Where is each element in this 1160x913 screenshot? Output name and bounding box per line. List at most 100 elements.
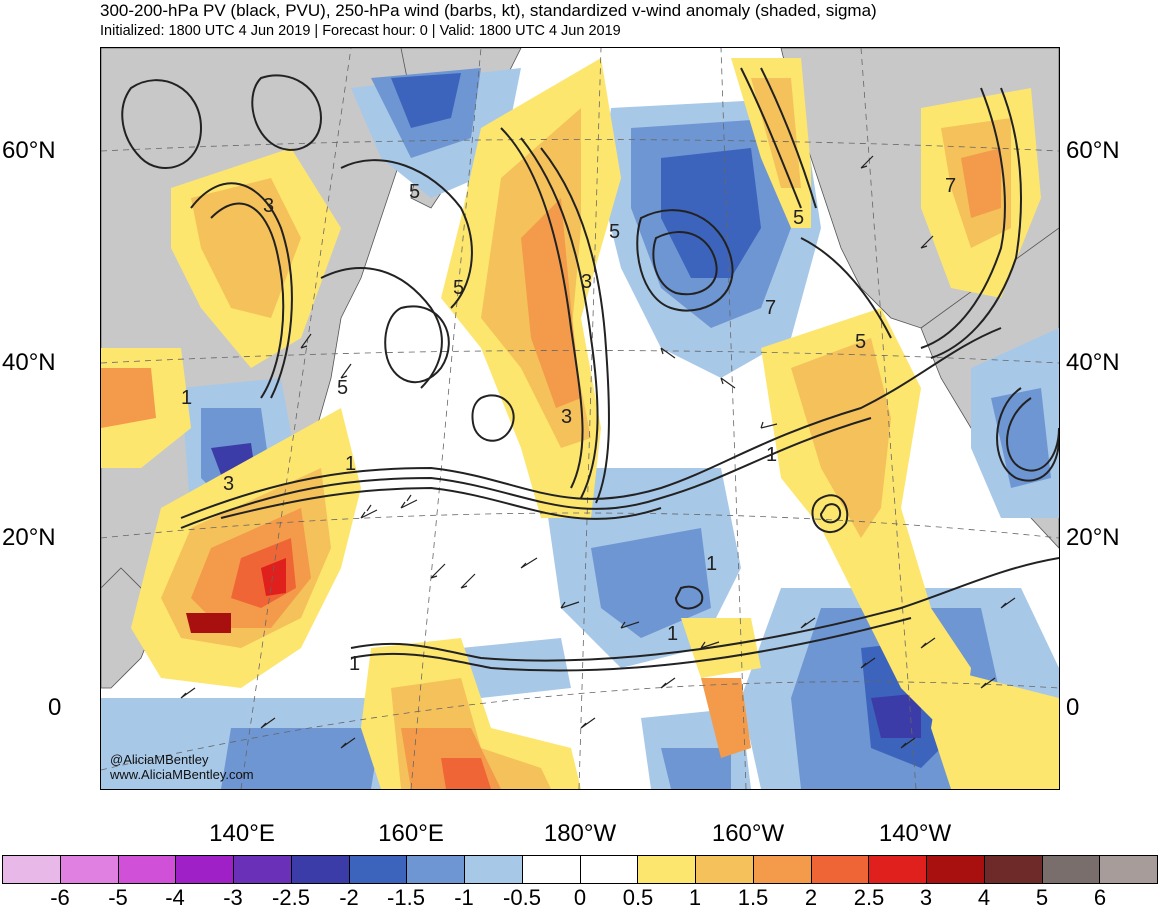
parallel: [101, 139, 1059, 152]
contour-label: 5: [337, 377, 348, 399]
wind-barb: [580, 717, 596, 729]
pv-contour: [210, 202, 285, 399]
contour-label: 1: [349, 653, 360, 675]
meridian: [240, 48, 352, 789]
contour-label: 3: [223, 473, 234, 495]
wind-barb: [180, 687, 196, 699]
pv-contour: [930, 87, 1022, 359]
wind-barb: [620, 621, 640, 629]
pv-contour: [674, 585, 704, 610]
colorbar-box: [3, 856, 61, 883]
colorbar-box: [234, 856, 292, 883]
pv-contour: [500, 127, 584, 489]
colorbar-box: [696, 856, 754, 883]
colorbar-box: [118, 856, 177, 883]
colorbar-box: [580, 856, 639, 883]
graticule: [101, 48, 1059, 789]
contour-label: 3: [263, 195, 274, 217]
wind-barb: [260, 717, 276, 729]
colorbar-tick-label: -3: [223, 885, 243, 910]
credit-handle: @AliciaMBentley: [110, 752, 209, 767]
colorbar-tick-label: 2: [804, 885, 818, 910]
pv-contour: [190, 182, 293, 399]
pv-contour: [350, 557, 1059, 662]
pv-contour: [540, 147, 610, 504]
lat-label-right: 60°N: [1066, 137, 1120, 164]
pv-contour: [220, 486, 662, 520]
wind-barb: [660, 347, 676, 359]
map-panel[interactable]: 3 5 5 3 5 5 7 7 5 1 1 3 1 3 1 1 1 5: [100, 47, 1060, 790]
wind-barb: [340, 737, 356, 749]
contour-label: 5: [609, 221, 620, 243]
contour-label: 3: [581, 271, 592, 293]
meridian: [578, 48, 602, 789]
wind-barb: [660, 677, 676, 689]
wind-barb: [720, 377, 736, 389]
chart-title: 300-200-hPa PV (black, PVU), 250-hPa win…: [100, 1, 877, 20]
contour-label: 7: [945, 175, 956, 197]
wind-barb: [520, 557, 538, 569]
wind-barb: [340, 363, 352, 379]
colorbar-box: [1100, 856, 1157, 883]
lon-label: 160°E: [378, 820, 444, 847]
parallel: [101, 512, 1059, 539]
anomaly-neg: [661, 748, 731, 789]
anomaly-pos: [701, 678, 751, 758]
colorbar-tick-label: 5: [1035, 885, 1049, 910]
pv-contour: [251, 74, 323, 151]
anomaly-pos: [441, 758, 491, 789]
colorbar-box: [291, 856, 350, 883]
colorbar-tick-label: 2.5: [853, 885, 885, 910]
lon-label: 140°W: [878, 820, 952, 847]
wind-barb: [860, 657, 876, 669]
contour-label: 5: [453, 277, 464, 299]
pv-contour: [1006, 397, 1059, 472]
anomaly-neg: [221, 728, 381, 789]
colorbar-tick-label: 6: [1093, 885, 1107, 910]
colorbar-box: [1042, 856, 1101, 883]
anomaly-neg: [661, 148, 761, 278]
lat-label-right: 0: [1066, 694, 1080, 721]
colorbar-tick-label: 4: [977, 885, 991, 910]
colorbar-tick-label: 3: [919, 885, 933, 910]
colorbar-box: [522, 856, 581, 883]
wind-barb: [460, 573, 476, 589]
colorbar-box: [407, 856, 465, 883]
parallel: [101, 681, 1059, 771]
pv-contour: [920, 87, 1006, 349]
wind-barb: [920, 235, 934, 249]
colorbar-tick-label: 0: [573, 885, 587, 910]
pv-contour: [320, 267, 443, 389]
lat-label-left: 0: [48, 694, 62, 721]
wind-barb: [860, 155, 874, 169]
anomaly-pos: [681, 618, 761, 678]
anomaly-pos: [791, 338, 891, 538]
pv-contour: [384, 305, 450, 384]
parallel: [101, 350, 1059, 364]
pv-contour: [121, 79, 203, 169]
anomaly-neg: [991, 388, 1051, 488]
pv-contour: [180, 417, 872, 529]
pv-contour: [520, 137, 599, 499]
colorbar-tick-label: -1: [454, 885, 474, 910]
pv-contour: [996, 387, 1059, 482]
credit-site: www.AliciaMBentley.com: [110, 767, 254, 782]
colorbar-box: [176, 856, 234, 883]
anomaly-pos: [521, 198, 581, 408]
chart-subtitle: Initialized: 1800 UTC 4 Jun 2019 | Forec…: [100, 23, 621, 39]
colorbar-box: [465, 856, 523, 883]
pv-contour: [652, 231, 718, 296]
anomaly-neg: [391, 73, 461, 128]
lat-label-left: 60°N: [2, 137, 56, 164]
wind-barb: [430, 563, 446, 579]
positive-anomaly-shading: [101, 58, 1059, 789]
colorbar-tick-label: -2: [339, 885, 359, 910]
colorbar: [2, 855, 1158, 884]
lon-label: 160°W: [711, 820, 785, 847]
wind-barb: [700, 641, 720, 649]
anomaly-pos: [261, 558, 286, 596]
lat-label-left: 40°N: [2, 349, 56, 376]
pv-contour: [811, 494, 849, 533]
contour-label: 5: [793, 207, 804, 229]
colorbar-box: [60, 856, 119, 883]
